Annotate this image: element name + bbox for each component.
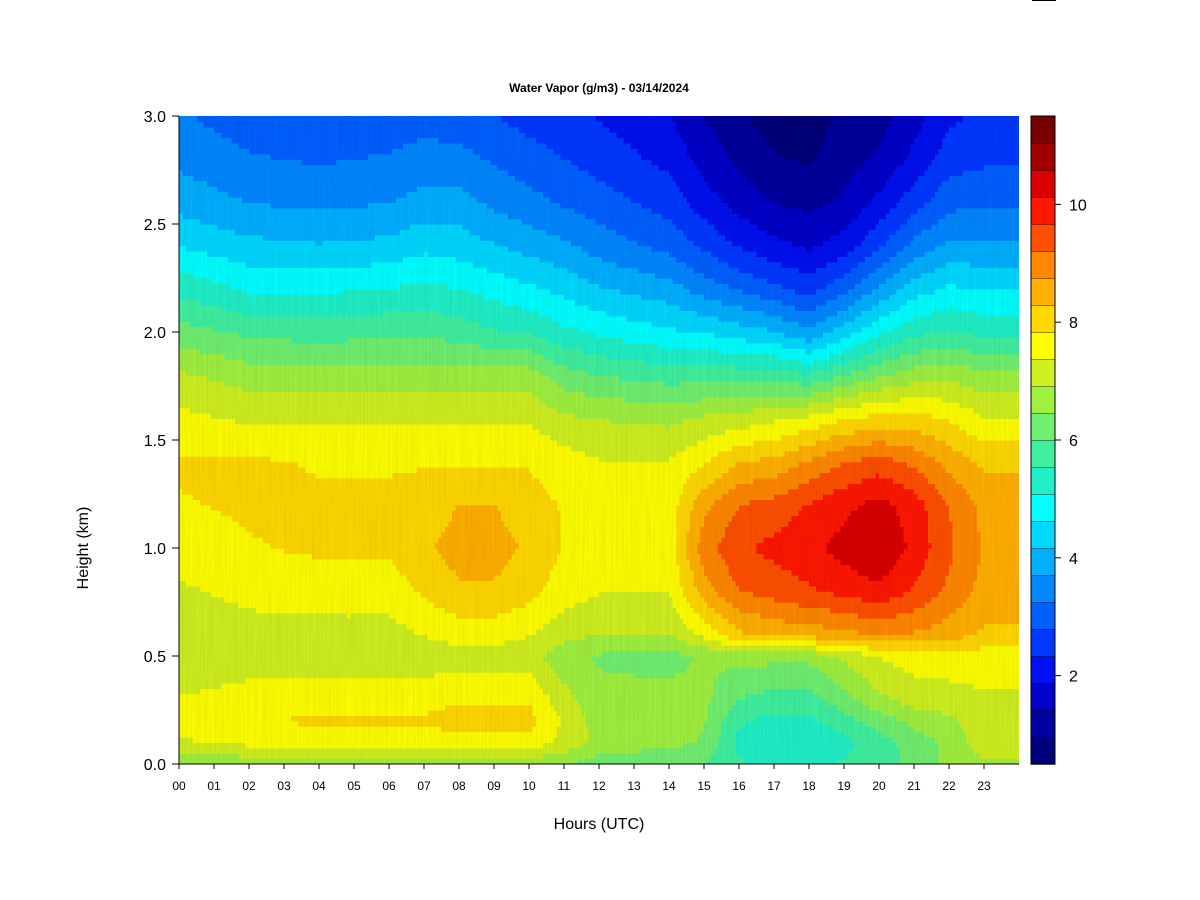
chart-title: Water Vapor (g/m3) - 03/14/2024 — [509, 81, 689, 95]
